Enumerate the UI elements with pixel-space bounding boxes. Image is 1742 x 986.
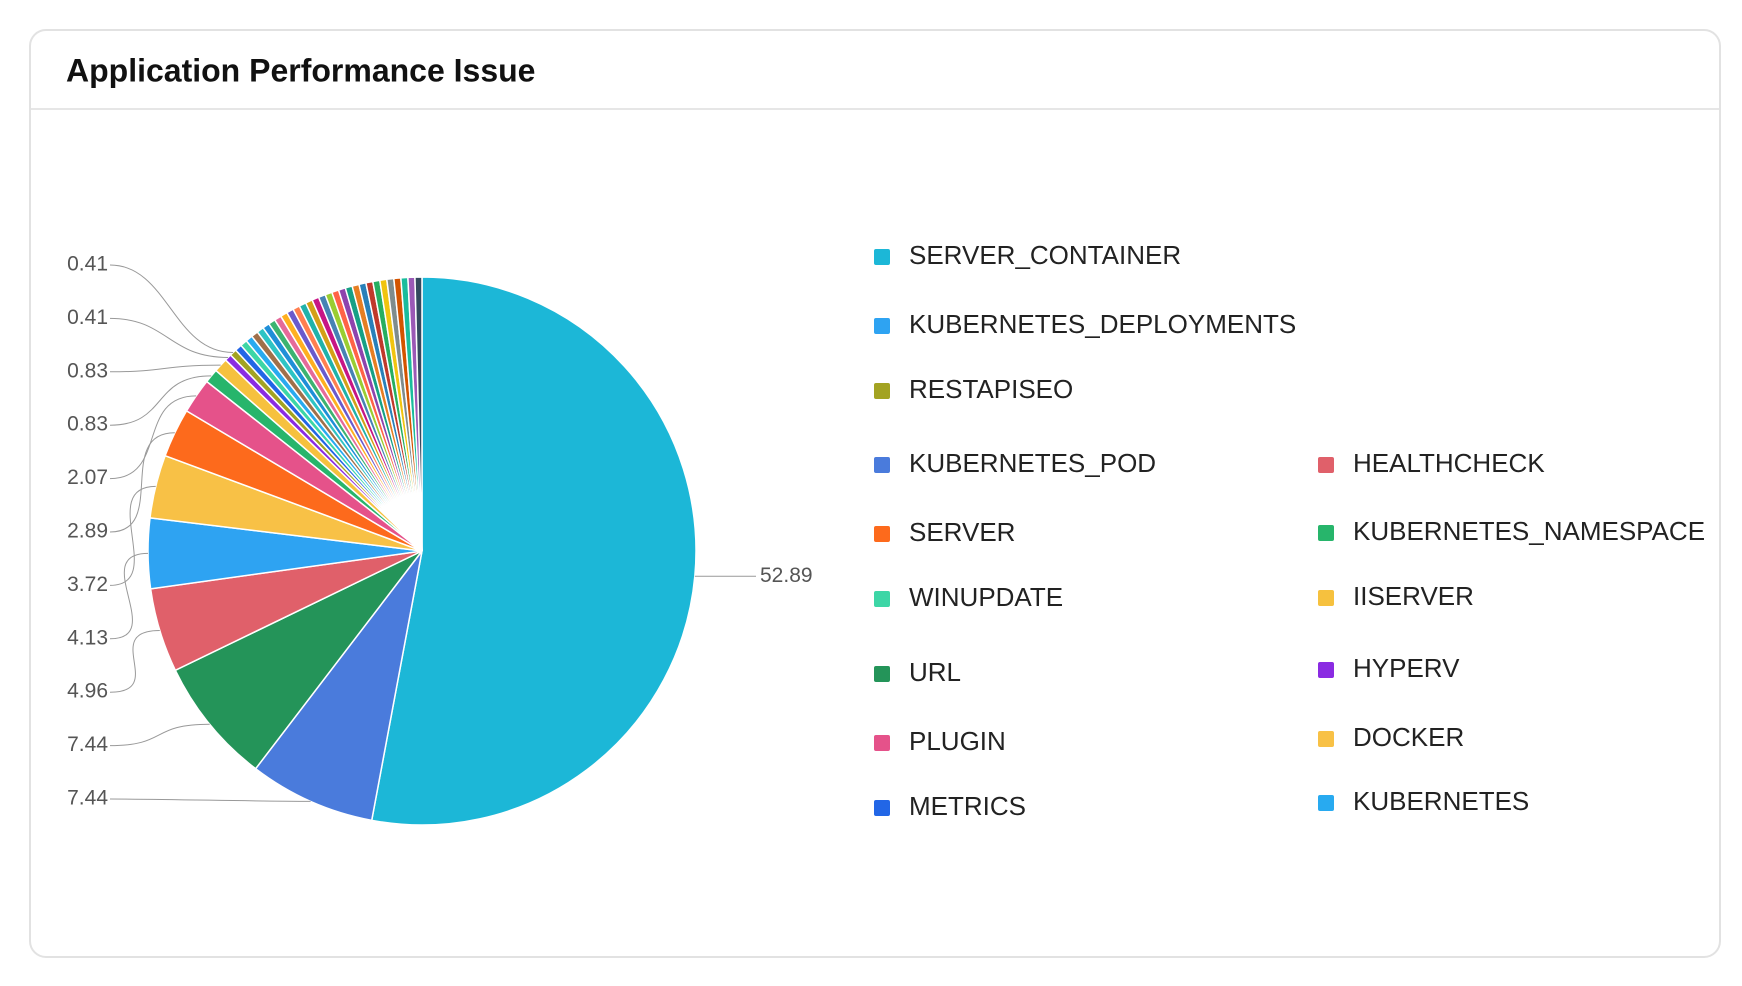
legend-label: HYPERV [1353, 653, 1460, 683]
legend-swatch [874, 800, 890, 816]
legend-label: KUBERNETES_DEPLOYMENTS [909, 309, 1296, 339]
legend-swatch [874, 457, 890, 473]
leader-line [109, 432, 175, 533]
legend-label: RESTAPISEO [909, 374, 1073, 404]
legend-label: IISERVER [1353, 581, 1474, 611]
pie [147, 276, 697, 826]
leader-line [109, 375, 212, 426]
legend-label: KUBERNETES_POD [909, 448, 1156, 478]
legend-swatch [1318, 662, 1334, 678]
legend-swatch [874, 735, 890, 751]
legend-label: URL [909, 657, 961, 687]
legend-label: METRICS [909, 791, 1026, 821]
data-label: 0.41 [67, 253, 108, 276]
data-label: 4.13 [67, 626, 108, 649]
legend-label: HEALTHCHECK [1353, 448, 1545, 478]
leader-line [109, 317, 229, 358]
legend-swatch [874, 249, 890, 265]
legend-swatch [1318, 457, 1334, 473]
legend-swatch [874, 318, 890, 334]
leader-line [109, 364, 221, 373]
pie-slice [414, 276, 423, 552]
legend-label: PLUGIN [909, 726, 1006, 756]
data-labels: 52.89 7.44 7.44 4.96 4.13 3.72 2.89 2.07 0.83 0.8… [67, 253, 812, 810]
legend-label: KUBERNETES [1353, 786, 1529, 816]
leader-line [109, 798, 311, 802]
leader-line [109, 395, 197, 480]
leader-line [109, 264, 234, 354]
data-label: 0.83 [67, 413, 108, 436]
pie-slice [370, 276, 697, 826]
data-label: 2.89 [67, 520, 108, 543]
leader-line [109, 552, 149, 640]
legend-swatch [874, 383, 890, 399]
chart-title: Application Performance Issue [66, 52, 535, 88]
data-label: 0.41 [67, 306, 108, 329]
legend: SERVER_CONTAINER KUBERNETES_DEPLOYMENTS RE… [874, 240, 1705, 821]
legend-swatch [874, 526, 890, 542]
legend-label: DOCKER [1353, 722, 1464, 752]
data-label: 2.07 [67, 466, 108, 489]
leader-line [109, 723, 210, 747]
data-label: 7.44 [67, 733, 108, 756]
data-label: 7.44 [67, 787, 108, 810]
legend-swatch [1318, 731, 1334, 747]
legend-swatch [1318, 525, 1334, 541]
data-label: 4.96 [67, 680, 108, 703]
legend-swatch [1318, 590, 1334, 606]
data-label: 0.83 [67, 359, 108, 382]
legend-label: WINUPDATE [909, 582, 1063, 612]
legend-swatch [874, 591, 890, 607]
data-label: 52.89 [760, 564, 813, 587]
leader-line [109, 485, 156, 586]
legend-label: KUBERNETES_NAMESPACE [1353, 516, 1705, 546]
legend-label: SERVER [909, 517, 1015, 547]
data-label: 3.72 [67, 573, 108, 596]
leader-line [109, 630, 160, 693]
legend-swatch [1318, 795, 1334, 811]
legend-swatch [874, 666, 890, 682]
pie-slice [174, 550, 423, 770]
legend-label: SERVER_CONTAINER [909, 240, 1181, 270]
